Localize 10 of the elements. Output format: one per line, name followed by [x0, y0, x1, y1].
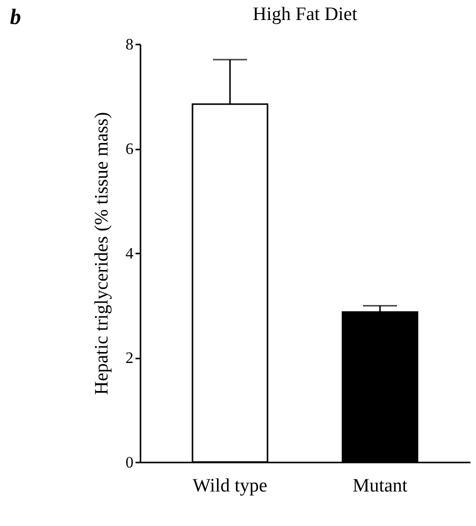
chart-title: High Fat Diet: [252, 4, 358, 25]
y-tick-label: 8: [126, 36, 134, 54]
text: b: [10, 4, 21, 30]
x-tick-label: Wild type: [192, 476, 268, 496]
y-tick-label: 0: [126, 454, 134, 472]
y-axis-title: Hepatic triglycerides (% tissue mass): [92, 112, 112, 395]
y-tick-label: 6: [126, 141, 134, 158]
x-tick-label: Mutant: [352, 476, 408, 496]
y-tick-label: 2: [126, 350, 134, 367]
y-tick-label: 4: [126, 246, 134, 262]
